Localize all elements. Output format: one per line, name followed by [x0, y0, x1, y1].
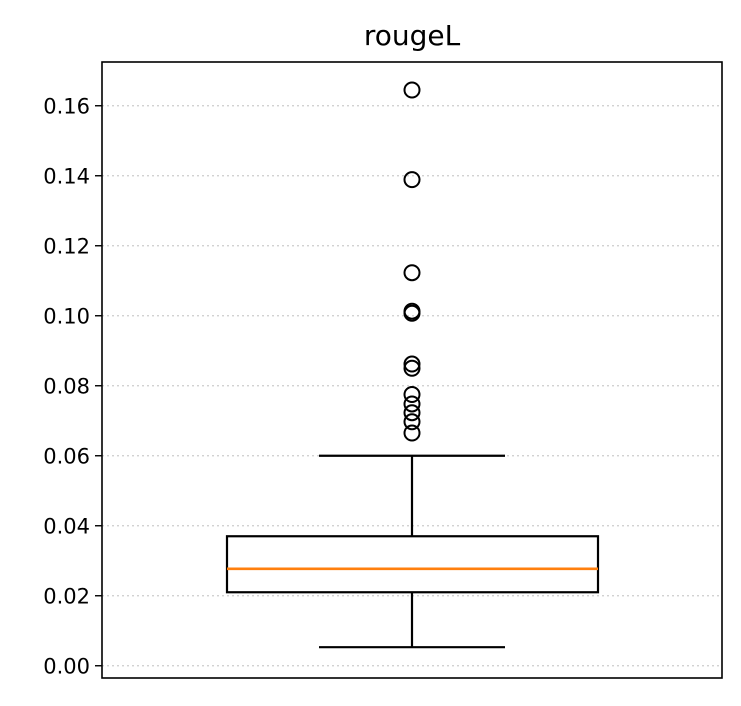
y-tick-label: 0.06 — [43, 444, 90, 468]
y-tick-label: 0.04 — [43, 514, 90, 538]
y-tick-label: 0.10 — [43, 304, 90, 328]
box-group — [225, 454, 600, 649]
y-tick-label: 0.12 — [43, 234, 90, 258]
y-axis: 0.00 0.02 0.04 0.06 0.08 0.10 0.12 0.14 0.16 — [43, 94, 102, 678]
outliers-group — [403, 81, 421, 442]
outlier-point — [403, 404, 421, 422]
outlier-point — [403, 359, 421, 377]
chart-title: rougeL — [364, 19, 461, 52]
y-tick-label: 0.08 — [43, 374, 90, 398]
outlier-point — [403, 395, 421, 413]
outlier-point — [403, 386, 421, 403]
grid-lines — [102, 105, 722, 667]
axes-frame — [101, 61, 723, 679]
outlier-point — [403, 302, 421, 320]
outlier-point — [403, 81, 421, 99]
y-tick-label: 0.14 — [43, 164, 90, 188]
outlier-point — [403, 424, 421, 442]
y-tick-label: 0.00 — [43, 654, 90, 678]
y-tick-label: 0.16 — [43, 94, 90, 118]
outlier-point — [403, 264, 421, 282]
outlier-point — [403, 171, 421, 189]
y-tick-label: 0.02 — [43, 584, 90, 608]
outlier-point — [403, 413, 421, 431]
iqr-box — [225, 535, 600, 594]
outlier-point — [403, 355, 421, 373]
